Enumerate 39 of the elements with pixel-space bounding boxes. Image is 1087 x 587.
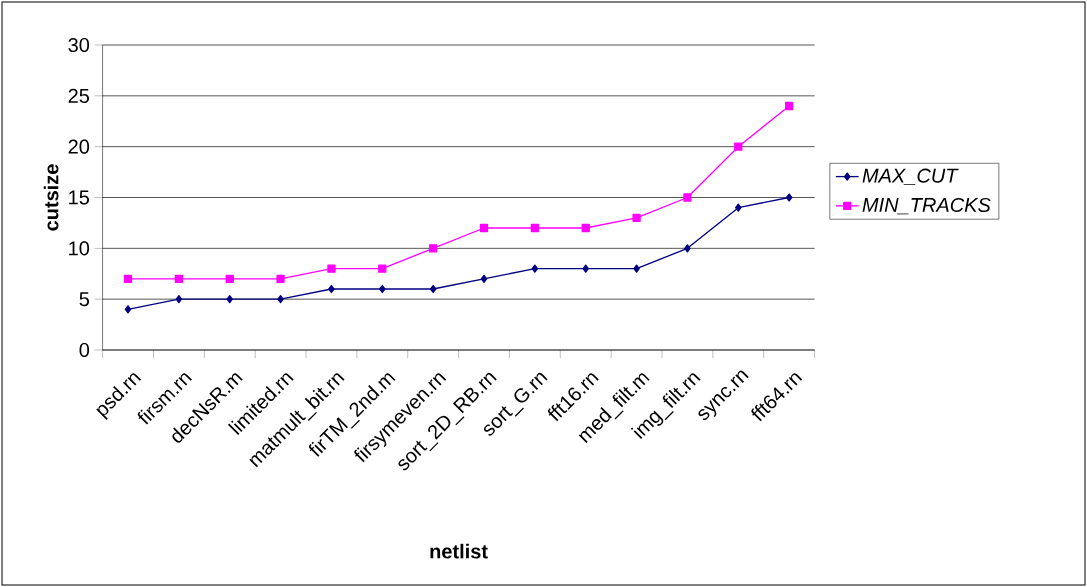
point [632,213,641,222]
point [328,284,335,294]
point [226,295,233,304]
point [123,274,133,283]
y-tick-label: 15 [69,190,90,205]
point [684,244,691,253]
point [379,284,386,294]
point [327,264,336,273]
point [582,264,589,273]
point [174,274,183,283]
point [124,305,132,314]
y-axis-title: cutsize [43,164,59,231]
point [530,223,539,233]
point [429,244,438,253]
legend-label: MAX_CUT [862,168,959,186]
y-tick-label: 0 [79,342,90,358]
point [581,223,590,233]
point [734,142,743,151]
point [277,295,284,304]
point [276,274,285,283]
point [225,274,234,283]
y-tick-label: 5 [79,292,90,307]
point [683,193,692,202]
point [480,274,488,283]
legend-label: MIN_TRACKS [862,197,991,215]
y-tick-label: 20 [68,139,90,154]
point [175,295,183,304]
point [785,101,794,111]
point [429,284,437,294]
point [785,193,793,202]
y-tick-label: 10 [69,241,90,256]
point [479,223,489,233]
point [633,264,640,273]
x-axis-title: netlist [430,543,488,559]
point [735,203,742,212]
y-tick-label: 25 [68,88,90,103]
point [531,264,539,273]
point [378,264,387,273]
y-tick-label: 30 [68,37,90,53]
